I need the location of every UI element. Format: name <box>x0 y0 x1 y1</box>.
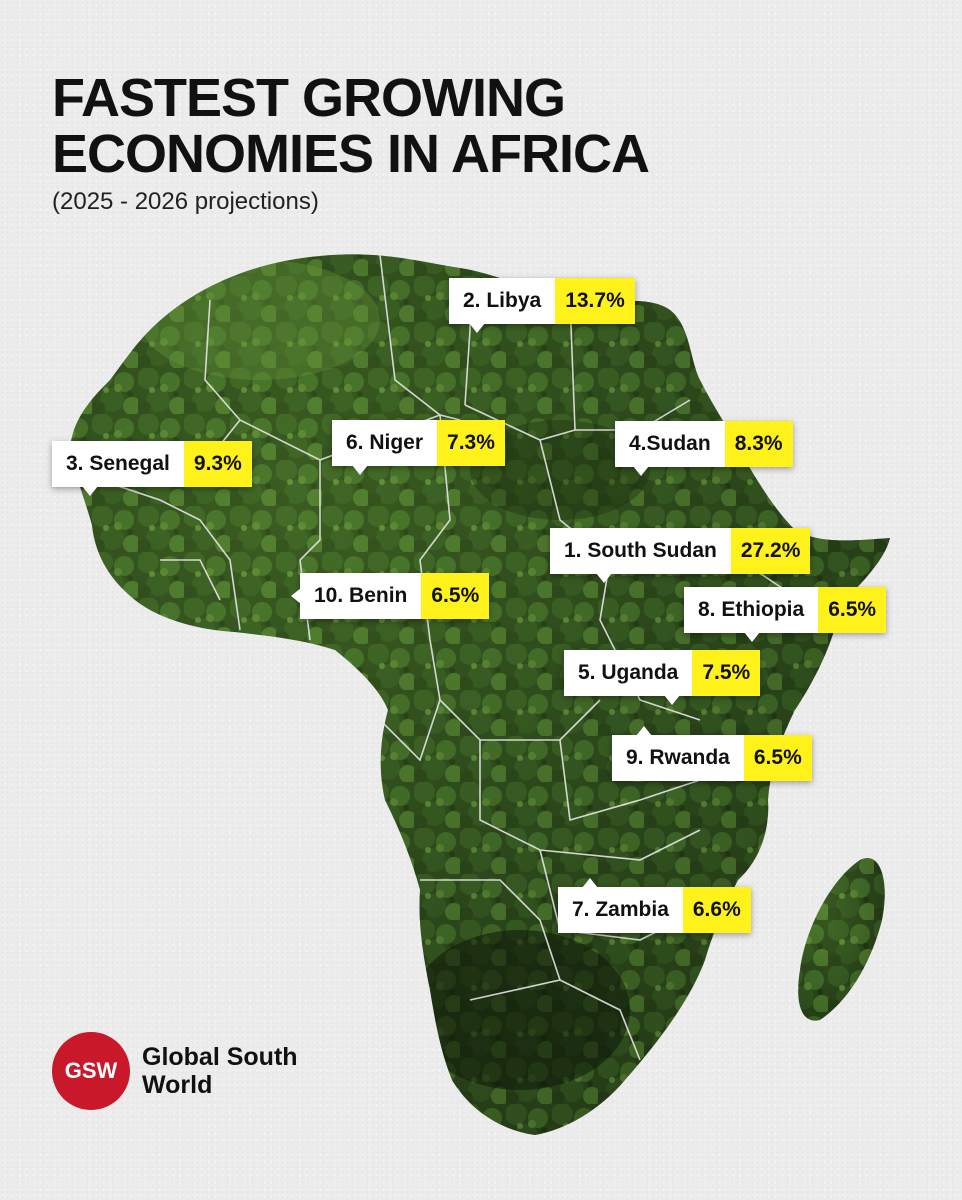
growth-value: 13.7% <box>555 278 635 324</box>
pointer-icon <box>636 726 652 736</box>
title-block: FASTEST GROWING ECONOMIES IN AFRICA (202… <box>52 70 752 216</box>
label-ethiopia: 8. Ethiopia 6.5% <box>684 587 887 642</box>
growth-value: 7.3% <box>437 420 505 466</box>
country-name: 2. Libya <box>449 278 556 324</box>
growth-value: 9.3% <box>183 441 252 487</box>
growth-value: 7.5% <box>692 650 761 696</box>
pointer-icon <box>664 695 680 705</box>
label-rwanda: 9. Rwanda 6.5% <box>612 726 812 781</box>
brand-name: Global South World <box>142 1043 298 1099</box>
country-name: 4.Sudan <box>615 421 725 467</box>
country-name: 8. Ethiopia <box>684 587 819 633</box>
madagascar <box>798 858 885 1021</box>
label-senegal: 3. Senegal 9.3% <box>52 441 252 496</box>
pointer-icon <box>352 465 368 475</box>
growth-value: 6.5% <box>743 735 812 781</box>
country-name: 6. Niger <box>332 420 438 466</box>
pointer-icon <box>582 878 598 888</box>
country-name: 10. Benin <box>300 573 422 619</box>
pointer-icon <box>596 573 612 583</box>
brand-name-line-2: World <box>142 1071 213 1099</box>
country-name: 1. South Sudan <box>550 528 731 574</box>
label-sudan: 4.Sudan 8.3% <box>615 421 793 476</box>
page-title-line-1: FASTEST GROWING <box>52 68 566 128</box>
gsw-logo-icon: GSW <box>52 1032 130 1110</box>
label-uganda: 5. Uganda 7.5% <box>564 650 761 705</box>
page-title-line-2: ECONOMIES IN AFRICA <box>52 124 650 184</box>
country-name: 7. Zambia <box>558 887 683 933</box>
label-south-sudan: 1. South Sudan 27.2% <box>550 528 811 583</box>
growth-value: 27.2% <box>730 528 811 574</box>
brand-name-line-1: Global South <box>142 1043 298 1071</box>
growth-value: 6.6% <box>682 887 751 933</box>
growth-value: 8.3% <box>724 421 793 467</box>
growth-value: 6.5% <box>818 587 887 633</box>
country-name: 5. Uganda <box>564 650 693 696</box>
brand-logo: GSW Global South World <box>52 1032 298 1110</box>
pointer-icon <box>469 323 485 333</box>
pointer-icon <box>82 486 98 496</box>
label-libya: 2. Libya 13.7% <box>449 278 635 333</box>
country-name: 9. Rwanda <box>612 735 744 781</box>
pointer-icon <box>291 588 301 604</box>
pointer-icon <box>744 632 760 642</box>
page-subtitle: (2025 - 2026 projections) <box>52 188 319 215</box>
label-niger: 6. Niger 7.3% <box>332 420 505 475</box>
growth-value: 6.5% <box>421 573 490 619</box>
pointer-icon <box>633 466 649 476</box>
label-zambia: 7. Zambia 6.6% <box>558 878 751 933</box>
label-benin: 10. Benin 6.5% <box>291 573 490 619</box>
country-name: 3. Senegal <box>52 441 184 487</box>
